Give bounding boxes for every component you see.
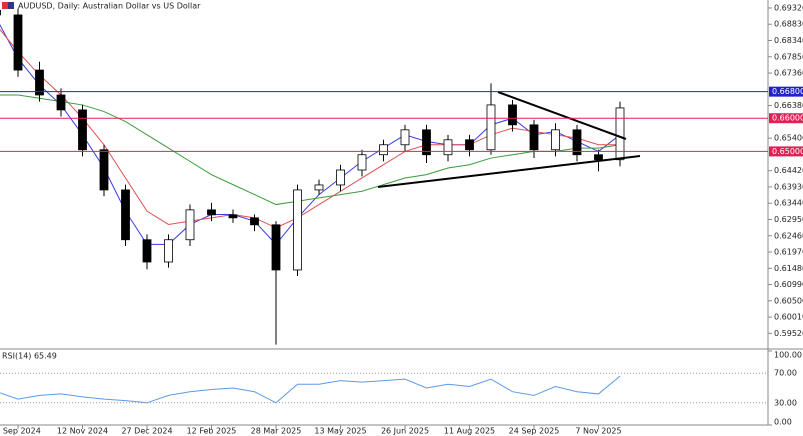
y-tick-label: 70.00 [774,369,797,378]
support-trendline [377,155,641,188]
price-level-box [769,86,803,97]
candle-body [35,69,44,96]
chart-title: AUDUSD, Daily: Australian Dollar vs US D… [18,2,201,11]
candle-body [250,217,259,226]
rsi-line [0,375,621,404]
price-level-label: 0.66000 [772,114,803,123]
price-level-box [769,146,803,157]
y-tick-label: 0.59520 [774,329,803,338]
price-level-label: 0.66800 [772,87,803,96]
y-tick-label: 30.00 [774,398,797,407]
x-tick-label: 27 Dec 2024 [121,427,172,436]
candle-body [207,209,216,216]
candle-body [56,94,66,111]
candle-body [142,239,152,263]
candle-body [379,144,388,156]
candle-body [271,224,281,271]
price-level-box [769,113,803,124]
candle-body [465,139,474,151]
price-level-label: 0.65000 [772,147,803,156]
candle-body [357,154,367,171]
candle-body [529,124,539,151]
candle-body [228,214,238,219]
x-tick-label: 7 Nov 2025 [575,427,621,436]
candle-body [185,209,195,241]
candle-body [13,14,23,71]
moving-average [0,94,621,206]
candle-body [508,104,517,126]
candle-body [443,139,453,156]
candle-body [422,129,431,156]
x-tick-label: 12 Nov 2024 [57,427,108,436]
plot [0,8,625,404]
flag-icon [2,2,8,9]
x-tick-label: 12 Feb 2025 [187,427,237,436]
candle-body [615,107,625,161]
rsi-title: RSI(14) 65.49 [2,352,57,361]
candle-body [0,9,1,16]
resistance-trendline [497,91,627,140]
x-tick-label: 7 Sep 2024 [0,427,41,436]
flag-icon [8,2,14,9]
candle-body [572,129,582,156]
candle-body [164,239,173,263]
x-tick-label: 13 May 2025 [314,427,366,436]
candle-body [314,184,324,191]
moving-average [0,28,620,229]
candle-body [551,129,560,151]
candle-body [293,189,302,271]
y-tick-label: 100.00 [774,351,802,360]
x-tick-label: 24 Sep 2025 [509,427,560,436]
candle-body [336,169,345,186]
candle-body [486,104,496,151]
x-tick-label: 26 Jun 2025 [381,427,429,436]
x-tick-label: 28 Mar 2025 [251,427,302,436]
x-tick-label: 11 Aug 2025 [444,427,495,436]
candle-body [78,109,87,151]
y-tick-label: 0.00 [774,418,792,427]
candle-body [594,154,603,161]
candle-body [400,129,410,146]
candle-body [99,149,109,191]
candle-body [121,189,130,241]
